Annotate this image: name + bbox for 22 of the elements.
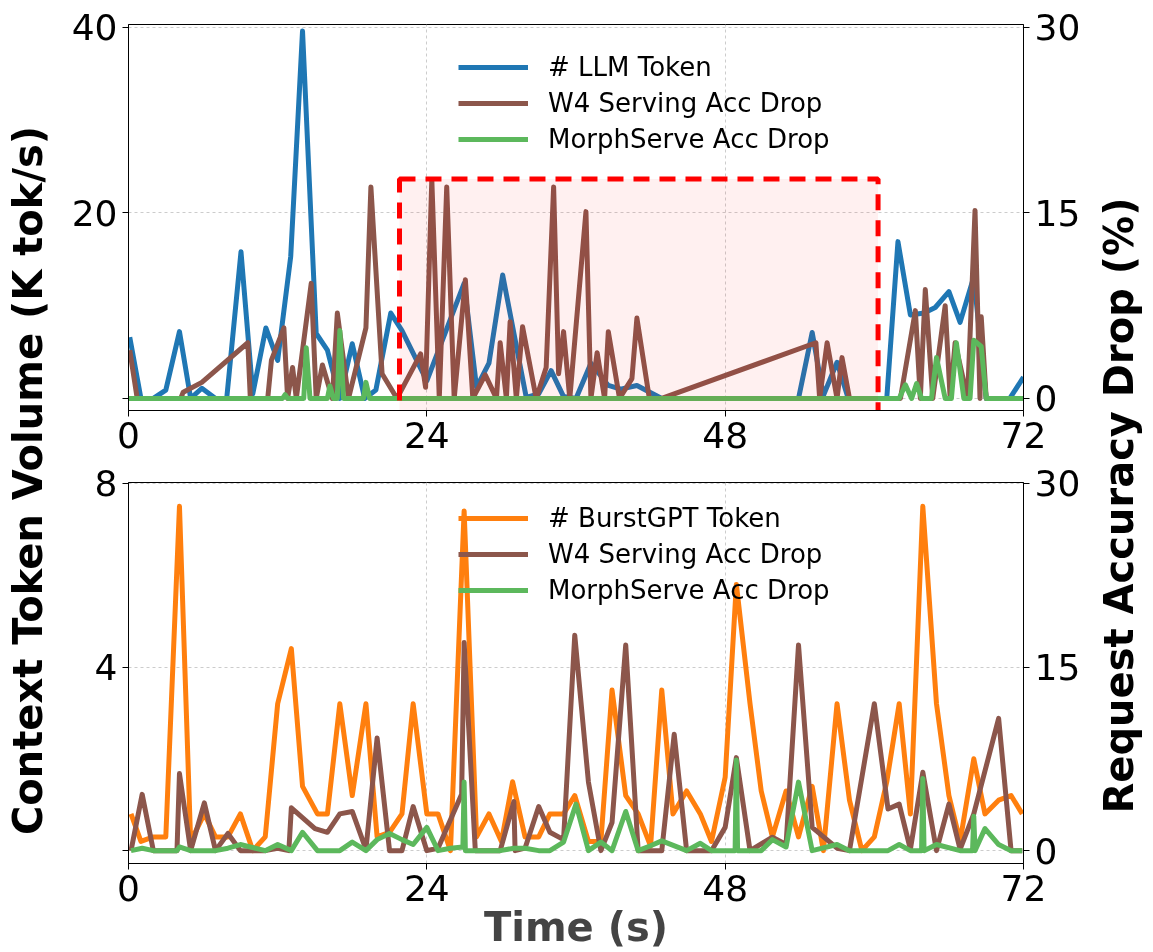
x-tick-label: 24: [403, 867, 450, 909]
y-tick-label: 40: [71, 7, 118, 49]
x-tick-label: 0: [117, 867, 140, 909]
y-axis-title: Context Token Volume (K tok/s): [5, 125, 51, 836]
y-tick-label: 8: [94, 463, 118, 505]
y2-tick-label: 15: [1034, 647, 1081, 688]
y-tick-label: 20: [71, 192, 118, 234]
y2-tick-label: 30: [1034, 7, 1081, 49]
y2-axis-title: Request Accuracy Drop (%): [1095, 197, 1142, 814]
legend-label: MorphServe Acc Drop: [548, 124, 830, 154]
y-tick-label: 4: [94, 647, 118, 689]
y2-tick-label: 15: [1034, 192, 1081, 234]
x-tick-label: 48: [702, 414, 749, 456]
legend-label: # LLM Token: [548, 52, 712, 82]
x-tick-label: 48: [702, 867, 749, 909]
x-tick-label: 0: [117, 414, 140, 456]
legend-label: W4 Serving Acc Drop: [548, 539, 823, 569]
legend-label: W4 Serving Acc Drop: [548, 88, 823, 118]
y2-tick-label: 30: [1034, 463, 1081, 505]
legend-label: # BurstGPT Token: [548, 503, 781, 533]
x-axis-title: Time (s): [483, 903, 669, 950]
x-tick-label: 24: [403, 414, 450, 456]
